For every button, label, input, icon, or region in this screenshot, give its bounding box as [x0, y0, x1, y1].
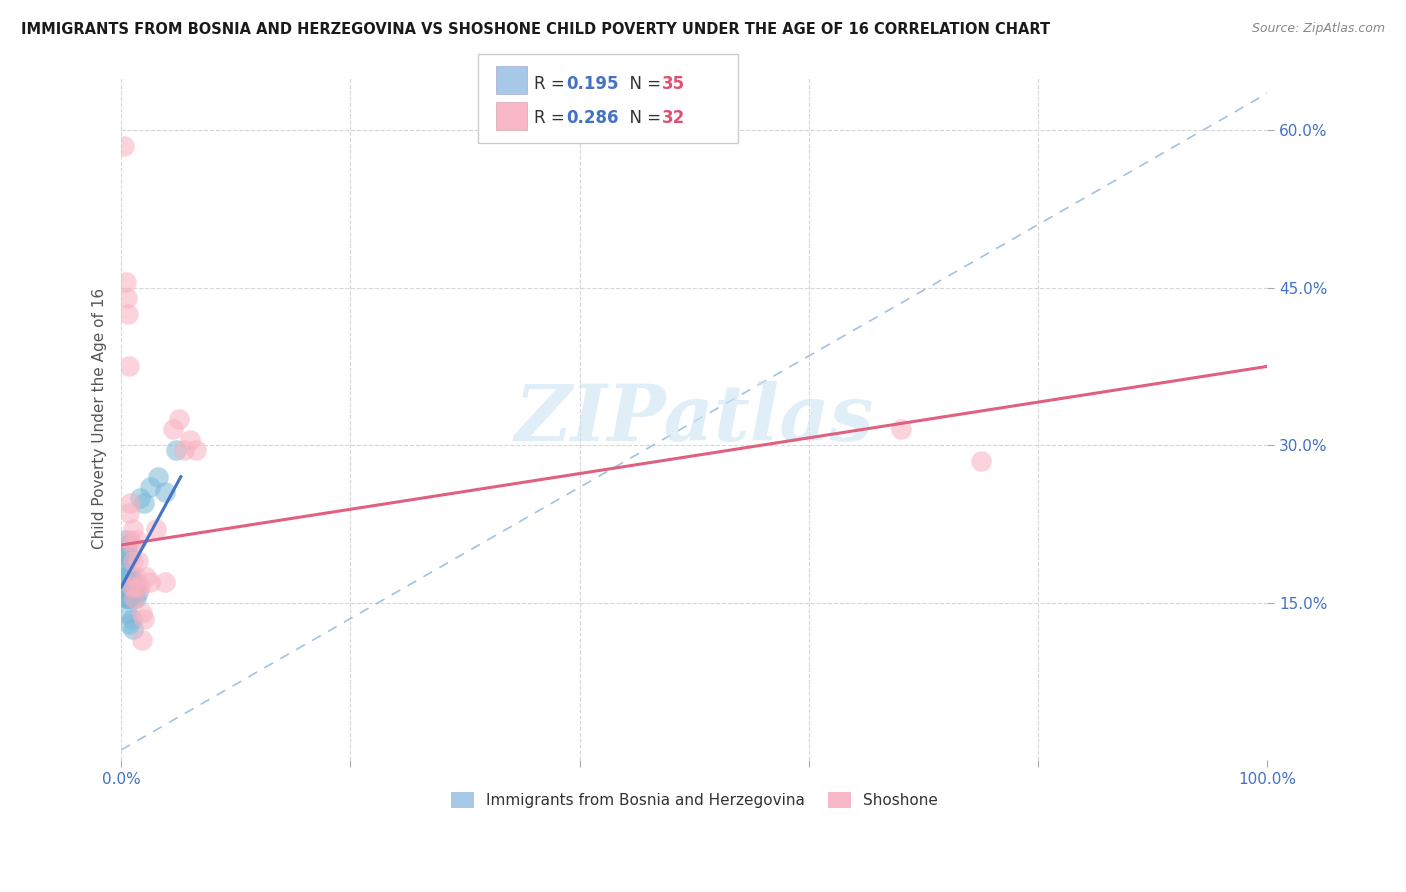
Text: 32: 32	[662, 109, 686, 128]
Point	[121, 554, 143, 568]
Point	[179, 433, 201, 447]
Point	[121, 569, 143, 583]
Point	[128, 491, 150, 505]
Point	[114, 276, 136, 290]
Point	[114, 559, 136, 574]
Point	[134, 611, 156, 625]
Point	[115, 607, 138, 621]
Point	[134, 496, 156, 510]
Point	[128, 580, 150, 594]
Point	[114, 591, 136, 605]
Text: N =: N =	[619, 109, 666, 128]
Point	[117, 591, 139, 605]
Text: ZIPatlas: ZIPatlas	[515, 381, 875, 458]
Point	[120, 533, 142, 547]
Point	[890, 422, 912, 436]
Point	[121, 580, 143, 594]
Point	[112, 554, 135, 568]
Point	[120, 591, 142, 605]
Point	[970, 454, 993, 468]
Point	[114, 533, 136, 547]
Point	[120, 549, 142, 563]
Point	[124, 580, 146, 594]
Point	[127, 533, 149, 547]
Point	[162, 422, 184, 436]
Point	[153, 485, 176, 500]
Point	[121, 538, 143, 552]
Point	[125, 569, 148, 583]
Point	[118, 616, 141, 631]
Legend: Immigrants from Bosnia and Herzegovina, Shoshone: Immigrants from Bosnia and Herzegovina, …	[444, 786, 943, 814]
Text: Source: ZipAtlas.com: Source: ZipAtlas.com	[1251, 22, 1385, 36]
Point	[124, 580, 146, 594]
Point	[122, 591, 145, 605]
Point	[165, 443, 187, 458]
Point	[167, 412, 190, 426]
Point	[139, 480, 162, 494]
Text: IMMIGRANTS FROM BOSNIA AND HERZEGOVINA VS SHOSHONE CHILD POVERTY UNDER THE AGE O: IMMIGRANTS FROM BOSNIA AND HERZEGOVINA V…	[21, 22, 1050, 37]
Text: N =: N =	[619, 75, 666, 93]
Point	[139, 574, 162, 589]
Point	[114, 569, 136, 583]
Text: 35: 35	[662, 75, 685, 93]
Y-axis label: Child Poverty Under the Age of 16: Child Poverty Under the Age of 16	[93, 288, 107, 549]
Point	[115, 538, 138, 552]
Point	[111, 569, 134, 583]
Point	[114, 549, 136, 563]
Point	[117, 307, 139, 321]
Point	[121, 580, 143, 594]
Point	[131, 632, 153, 647]
Point	[121, 611, 143, 625]
Point	[112, 138, 135, 153]
Point	[118, 591, 141, 605]
Point	[122, 591, 145, 605]
Point	[125, 591, 148, 605]
Point	[118, 569, 141, 583]
Text: 0.286: 0.286	[567, 109, 619, 128]
Point	[135, 569, 157, 583]
Point	[153, 574, 176, 589]
Point	[117, 549, 139, 563]
Point	[120, 569, 142, 583]
Point	[145, 522, 167, 536]
Point	[115, 291, 138, 305]
Point	[173, 443, 195, 458]
Point	[121, 522, 143, 536]
Point	[112, 569, 135, 583]
Point	[127, 554, 149, 568]
Point	[115, 574, 138, 589]
Point	[121, 622, 143, 636]
Point	[184, 443, 207, 458]
Text: 0.195: 0.195	[567, 75, 619, 93]
Point	[118, 507, 141, 521]
Point	[114, 580, 136, 594]
Point	[118, 359, 141, 374]
Point	[115, 591, 138, 605]
Point	[131, 607, 153, 621]
Text: R =: R =	[534, 75, 571, 93]
Point	[127, 585, 149, 599]
Point	[120, 496, 142, 510]
Point	[146, 469, 169, 483]
Text: R =: R =	[534, 109, 571, 128]
